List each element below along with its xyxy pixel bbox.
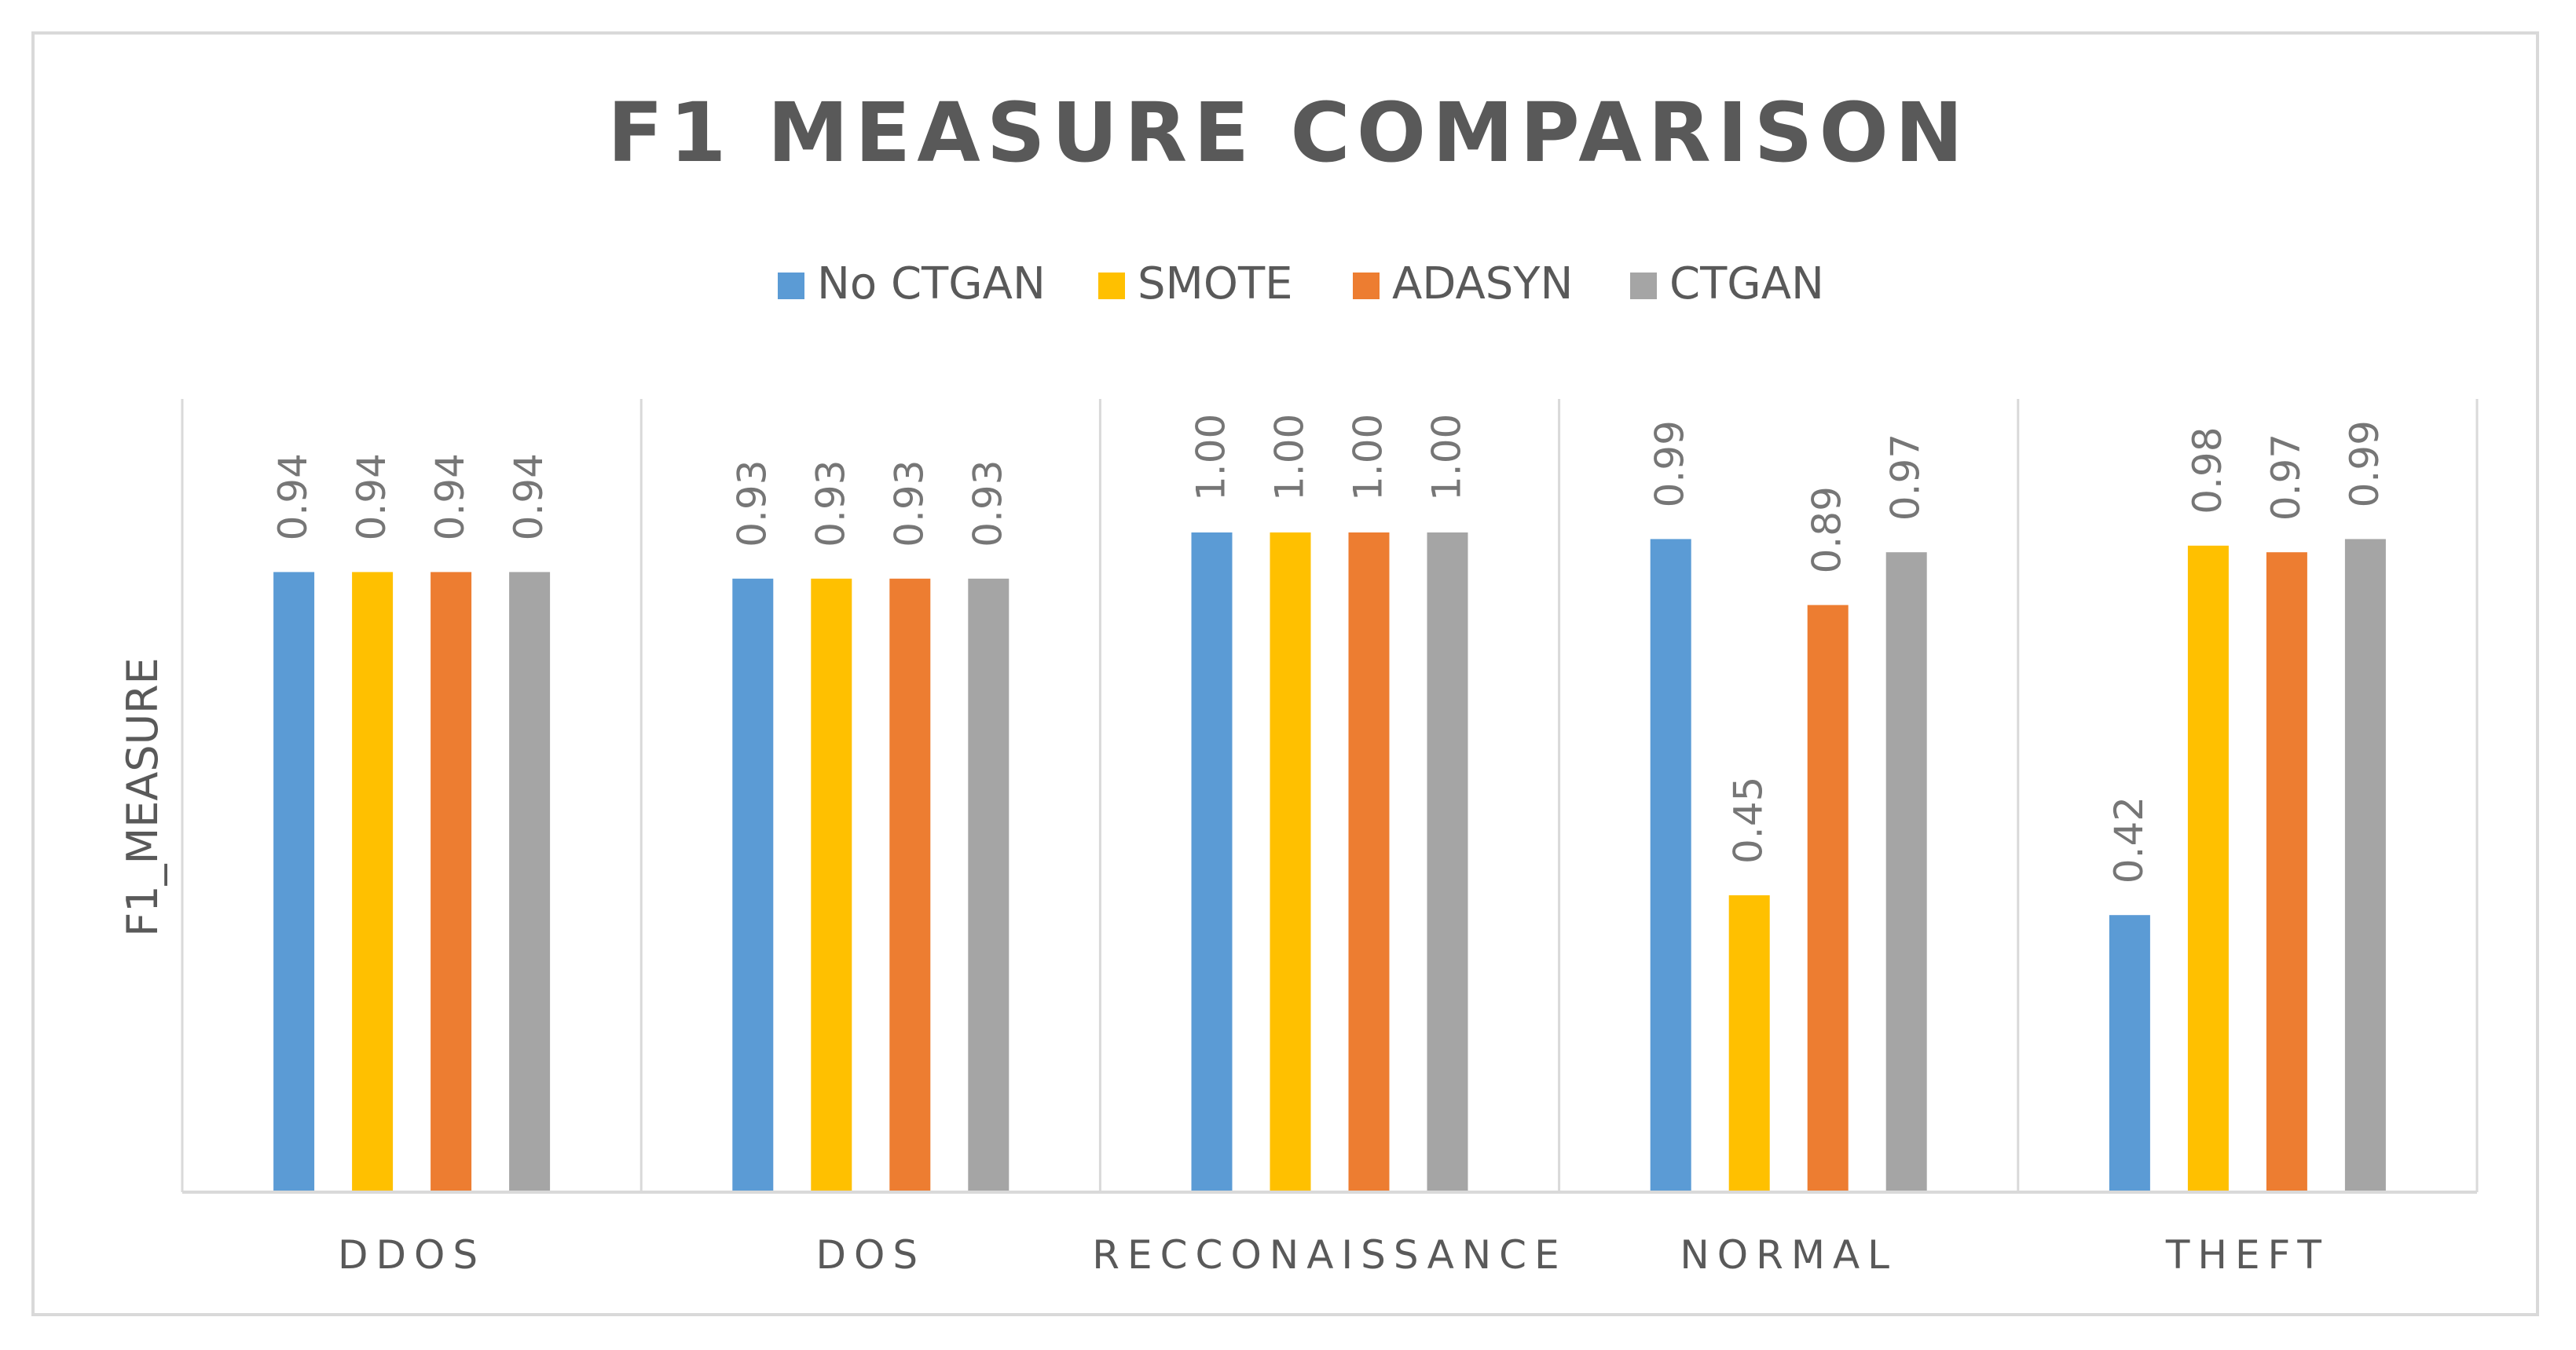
data-label: 0.94 — [270, 453, 316, 540]
bar-no-ctgan-theft — [2109, 915, 2150, 1192]
legend-entry: ADASYN — [1392, 258, 1573, 309]
data-label: 0.93 — [965, 459, 1010, 547]
category-label: DDOS — [338, 1232, 486, 1278]
data-label: 0.93 — [729, 459, 775, 547]
bar-smote-theft — [2187, 545, 2229, 1192]
bar-ctgan-dos — [968, 578, 1010, 1192]
bar-adasyn-normal — [1807, 605, 1849, 1192]
data-label: 0.99 — [1647, 420, 1693, 507]
bar-no-ctgan-recconaissance — [1191, 532, 1233, 1192]
bar-smote-dos — [811, 578, 852, 1192]
data-label: 0.94 — [427, 453, 473, 540]
legend-entry: CTGAN — [1669, 258, 1824, 309]
bar-no-ctgan-ddos — [273, 572, 315, 1192]
bar-ctgan-normal — [1885, 552, 1927, 1192]
legend: No CTGAN SMOTE ADASYN CTGAN — [778, 258, 1824, 309]
bar-adasyn-dos — [889, 578, 931, 1192]
data-label: 0.89 — [1805, 486, 1850, 573]
data-label: 0.97 — [2263, 434, 2309, 521]
legend-swatch — [1630, 273, 1657, 299]
data-label: 0.45 — [1726, 777, 1772, 864]
plot-area: 0.94 0.93 1.00 0.99 0.42 0.94 0.93 1.00 0.45 0.98… — [181, 399, 2479, 1278]
legend-swatch — [778, 273, 804, 299]
bar-adasyn-recconaissance — [1348, 532, 1390, 1192]
category-label: NORMAL — [1680, 1232, 1897, 1278]
legend-entry: SMOTE — [1138, 258, 1293, 309]
legend-swatch — [1353, 273, 1380, 299]
data-label: 0.94 — [506, 453, 551, 540]
bar-no-ctgan-dos — [732, 578, 774, 1192]
bar-ctgan-recconaissance — [1427, 532, 1468, 1192]
bar-ctgan-ddos — [509, 572, 551, 1192]
chart-title: F1 MEASURE COMPARISON — [607, 85, 1970, 181]
data-label: 1.00 — [1267, 414, 1313, 501]
bar-smote-ddos — [352, 572, 394, 1192]
category-label: RECCONAISSANCE — [1092, 1232, 1566, 1278]
data-label: 0.97 — [1883, 434, 1929, 521]
legend-swatch — [1098, 273, 1125, 299]
data-label: 1.00 — [1189, 414, 1234, 501]
legend-entry: No CTGAN — [817, 258, 1046, 309]
bar-smote-recconaissance — [1270, 532, 1311, 1192]
bar-ctgan-theft — [2344, 539, 2386, 1192]
y-axis-label: F1_MEASURE — [118, 657, 167, 937]
data-label: 0.94 — [349, 453, 394, 540]
data-label: 0.93 — [886, 459, 932, 547]
category-label: DOS — [815, 1232, 925, 1278]
data-label: 0.93 — [808, 459, 853, 547]
data-label: 0.98 — [2185, 426, 2230, 514]
data-label: 0.42 — [2106, 796, 2152, 884]
bar-adasyn-theft — [2266, 552, 2307, 1192]
data-label: 1.00 — [1424, 414, 1470, 501]
bar-adasyn-ddos — [431, 572, 472, 1192]
bar-smote-normal — [1728, 895, 1770, 1192]
data-label: 1.00 — [1346, 414, 1391, 501]
category-label: THEFT — [2165, 1232, 2329, 1278]
data-label: 0.99 — [2342, 420, 2387, 507]
bar-no-ctgan-normal — [1650, 539, 1691, 1192]
